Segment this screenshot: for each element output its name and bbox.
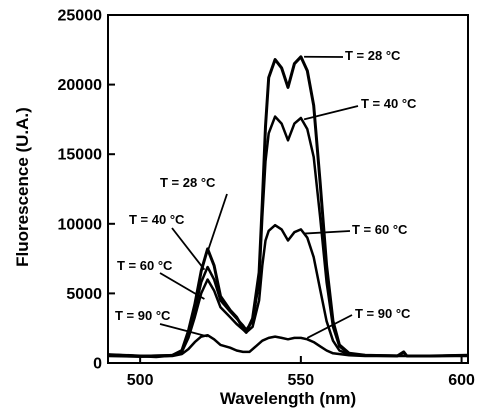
series-line-4 [107,333,468,358]
annotation-label: T = 40 °C [129,212,185,227]
x-tick-label: 600 [448,372,475,389]
axes-layer: 0 5000 10000 15000 20000 25000 500 550 600 [58,8,476,390]
annotation-label: T = 60 °C [117,258,173,273]
x-axis-title: Wavelength (nm) [220,389,356,408]
y-axis-title: Fluorescence (U.A.) [13,107,32,267]
annotation-label: T = 60 °C [352,222,408,237]
annotation-label: T = 90 °C [115,308,171,323]
series-line-3 [107,223,469,358]
annotation-label: T = 28 °C [345,48,401,63]
annotation-leader [159,272,205,300]
annotation-leader [206,193,228,252]
annotation-leader [304,230,351,235]
y-tick-label: 0 [93,356,102,373]
x-tick-label: 550 [288,372,315,389]
annotation-label: T = 40 °C [361,96,417,111]
x-tick-label: 500 [127,372,154,389]
annotation-leader [171,227,206,271]
y-tick-label: 15000 [58,147,103,164]
annotation-leader [303,105,359,121]
y-tick-label: 5000 [66,286,102,303]
annotation-layer: T = 28 °C T = 40 °C T = 60 °C T = 90 °C T = … [115,48,417,339]
annotation-leader [306,314,353,339]
annotation-label: T = 28 °C [160,175,216,190]
annotation-label: T = 90 °C [355,306,411,321]
y-tick-label: 25000 [58,8,103,25]
y-tick-label: 10000 [58,216,103,233]
annotation-leader [159,323,208,338]
plot-frame [107,14,469,364]
y-tick-label: 20000 [58,77,103,94]
